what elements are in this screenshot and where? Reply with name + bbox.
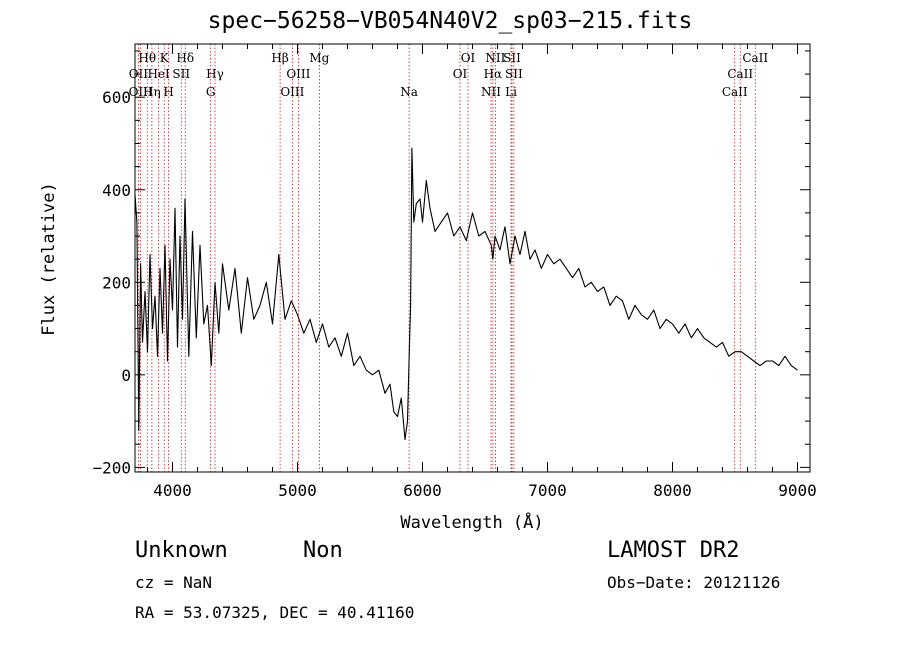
spectral-line-label: SII — [503, 51, 521, 65]
spectral-line-label: OIII — [129, 85, 153, 99]
spectral-line-label: HeI — [147, 67, 170, 81]
chart-title: spec−56258−VB054N40V2_sp03−215.fits — [207, 8, 693, 34]
spectral-line-label: H — [163, 85, 173, 99]
spectral-line-label: CaII — [722, 85, 748, 99]
x-tick-label: 8000 — [653, 481, 692, 500]
x-tick-label: 5000 — [278, 481, 317, 500]
coordinates-label: RA = 53.07325, DEC = 40.41160 — [135, 603, 415, 622]
spectral-line-label: SII — [172, 67, 190, 81]
spectral-line-label: Hδ — [176, 51, 194, 65]
spectral-line-label: OIII — [286, 67, 310, 81]
spectral-line-label: OII — [129, 67, 149, 81]
y-axis-label: Flux (relative) — [39, 182, 59, 336]
y-tick-label: 0 — [121, 366, 131, 385]
spectral-line-label: K — [160, 51, 170, 65]
y-tick-label: 400 — [102, 181, 131, 200]
spectral-line-label: Hθ — [138, 51, 156, 65]
plot-frame — [134, 43, 811, 473]
spectrum-series — [134, 147, 798, 441]
spectral-line-label: Mg — [309, 51, 329, 65]
y-tick-label: 200 — [102, 273, 131, 292]
spectral-line-label: G — [206, 85, 216, 99]
spectral-line-label: Hα — [484, 67, 503, 81]
spectral-line-label: Hη — [143, 85, 161, 99]
x-tick-label: 9000 — [778, 481, 817, 500]
cz-label: cz = NaN — [135, 573, 213, 592]
spectral-line-label: NII — [485, 51, 505, 65]
spectral-line-label: Na — [400, 85, 418, 99]
classification-label: Unknown — [135, 538, 228, 563]
spectrum-line — [134, 147, 798, 441]
spectral-line-markers — [137, 44, 756, 472]
spectral-line-label: Hγ — [206, 67, 224, 81]
spectral-line-label: CaII — [742, 51, 768, 65]
spectral-line-label: Li — [505, 85, 517, 99]
x-tick-label: 7000 — [528, 481, 567, 500]
subclass-label: Non — [303, 538, 343, 563]
spectral-line-label: NII — [481, 85, 501, 99]
y-tick-label: 600 — [102, 88, 131, 107]
x-tick-label: 6000 — [403, 481, 442, 500]
x-axis-label: Wavelength (Å) — [400, 511, 543, 533]
spectral-line-label: Hβ — [271, 51, 288, 65]
spectral-line-label: SII — [505, 67, 523, 81]
obs-date-label: Obs−Date: 20121126 — [607, 573, 781, 592]
x-tick-label: 4000 — [153, 481, 192, 500]
spectral-line-label: OIII — [280, 85, 304, 99]
survey-label: LAMOST DR2 — [607, 538, 740, 563]
axes: 4000 5000 6000 7000 8000 9000 −200 0 200 400 600 — [92, 44, 817, 500]
spectral-line-label: OI — [461, 51, 476, 65]
y-tick-label: −200 — [92, 458, 131, 477]
spectral-line-label: CaII — [727, 67, 753, 81]
spectral-line-label: OI — [453, 67, 468, 81]
